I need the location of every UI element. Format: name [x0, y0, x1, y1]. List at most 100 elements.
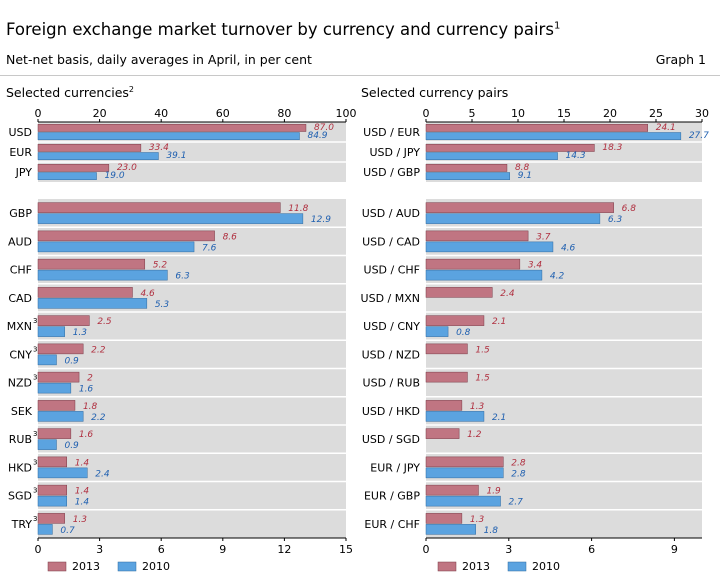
p1-top-tick-label: 80	[277, 107, 291, 120]
p2-category-label: USD / HKD	[362, 405, 420, 418]
p1-data-label-2013: 1.3	[73, 515, 88, 525]
p1-top-tick-label: 100	[336, 107, 357, 120]
p1-data-label-2013: 5.2	[153, 261, 168, 271]
p2-data-label-2013: 3.4	[528, 261, 543, 271]
p1-category-label: AUD	[8, 235, 32, 248]
p2-bottom-tick-label: 0	[423, 543, 430, 556]
p2-category-label: USD / CHF	[364, 264, 420, 277]
p1-top-tick-label: 40	[154, 107, 168, 120]
p1-data-label-2010: 1.6	[79, 385, 94, 395]
p2-category-label: USD / CAD	[362, 235, 420, 248]
p1-bar-2010	[37, 382, 72, 394]
p2-bar-2010	[425, 524, 476, 535]
p2-bar-2013	[425, 144, 595, 152]
p1-bar-2010	[37, 326, 65, 337]
p1-category-label: SGD	[8, 490, 32, 503]
p2-top-tick-label: 20	[603, 107, 617, 120]
p1-bar-2010	[37, 241, 195, 253]
p2-bar-2010	[425, 152, 558, 160]
p2-data-label-2010: 2.8	[511, 469, 526, 479]
p1-category-footnote: 3	[33, 317, 37, 325]
p1-category-footnote: 3	[33, 487, 37, 495]
p1-bar-2013	[37, 287, 133, 298]
p2-category-label: USD / EUR	[363, 126, 420, 139]
p2-category-label: USD / AUD	[362, 207, 420, 220]
p2-top-tick-label: 5	[469, 107, 476, 120]
p1-top-tick-label: 0	[35, 107, 42, 120]
p2-top-tick-label: 25	[649, 107, 663, 120]
p1-data-label-2013: 1.4	[75, 487, 90, 497]
p2-data-label-2010: 4.2	[550, 272, 565, 282]
p1-bar-2010	[37, 439, 57, 450]
p2-bar-2010	[425, 241, 554, 253]
p1-bar-2010	[37, 524, 53, 535]
p1-category-label: EUR	[9, 146, 32, 159]
p1-data-label-2010: 84.9	[307, 131, 327, 141]
p2-data-label-2013: 1.2	[467, 430, 482, 440]
p1-data-label-2010: 7.6	[202, 243, 217, 253]
p1-data-label-2010: 39.1	[166, 151, 186, 161]
p2-category-label: USD / RUB	[363, 377, 420, 390]
p1-data-label-2010: 5.3	[155, 300, 170, 310]
p1-data-label-2010: 0.9	[64, 441, 79, 451]
p1-category-footnote: 3	[33, 374, 37, 382]
p2-bar-2010	[425, 213, 601, 224]
p1-data-label-2013: 23.0	[117, 163, 137, 173]
header-divider	[0, 75, 720, 76]
p1-bar-2013	[37, 513, 65, 524]
p1-bar-2013	[37, 428, 72, 439]
p2-bar-2010	[425, 411, 485, 422]
p2-category-label: USD / NZD	[362, 348, 420, 361]
p1-bar-2013	[37, 484, 67, 496]
p1-data-label-2013: 2	[87, 374, 93, 384]
p1-bar-2013	[37, 230, 215, 242]
p2-bar-2013	[425, 287, 493, 298]
p2-bar-2013	[425, 124, 648, 132]
p1-bar-2013	[37, 144, 142, 152]
p2-data-label-2013: 1.5	[475, 345, 490, 355]
p2-panel-title: Selected currency pairs	[361, 85, 508, 100]
p1-data-label-2010: 1.3	[73, 328, 88, 338]
p1-data-label-2013: 2.2	[91, 345, 106, 355]
p1-category-label: USD	[8, 126, 32, 139]
p1-category-label: NZD	[8, 377, 32, 390]
p2-bottom-tick-label: 9	[671, 543, 678, 556]
p1-bar-2010	[37, 132, 300, 140]
chart-subtitle: Net-net basis, daily averages in April, …	[6, 52, 312, 67]
p1-data-label-2013: 1.6	[79, 430, 94, 440]
p2-data-label-2010: 9.1	[518, 171, 532, 181]
p1-bar-2013	[37, 456, 67, 468]
p1-category-footnote: 3	[33, 515, 37, 523]
p2-data-label-2010: 4.6	[561, 243, 576, 253]
p1-category-label: SEK	[11, 405, 33, 418]
p1-legend-label-2010: 2010	[142, 560, 170, 573]
p1-legend-label-2013: 2013	[72, 560, 100, 573]
p2-data-label-2013: 24.1	[656, 123, 676, 133]
p2-bar-2010	[425, 132, 682, 140]
p2-data-label-2013: 3.7	[536, 232, 551, 242]
p2-category-label: USD / JPY	[369, 146, 420, 159]
p2-category-label: USD / MXN	[361, 292, 420, 305]
p1-bar-2010	[37, 172, 97, 180]
p2-bar-2013	[425, 230, 529, 242]
p1-bar-2010	[37, 411, 84, 422]
p1-bar-2013	[37, 164, 110, 172]
p1-bar-2010	[37, 495, 67, 507]
p1-data-label-2013: 1.8	[83, 402, 98, 412]
p2-top-tick-label: 0	[423, 107, 430, 120]
p1-data-label-2010: 2.4	[95, 469, 110, 479]
p1-data-label-2010: 19.0	[105, 171, 125, 181]
p2-legend-swatch-2010	[507, 561, 527, 572]
p1-bar-2010	[37, 269, 168, 281]
p2-data-label-2013: 18.3	[602, 143, 622, 153]
p1-bar-2010	[37, 354, 57, 366]
p1-top-plot-area	[38, 122, 346, 182]
p1-data-label-2013: 4.6	[140, 289, 155, 299]
p1-category-label: MXN	[7, 320, 32, 333]
p2-top-plot-area	[426, 122, 702, 182]
p1-legend-swatch-2010	[117, 561, 137, 572]
p1-data-label-2013: 33.4	[149, 143, 169, 153]
p2-data-label-2013: 2.4	[500, 289, 515, 299]
p2-data-label-2010: 2.1	[492, 413, 506, 423]
